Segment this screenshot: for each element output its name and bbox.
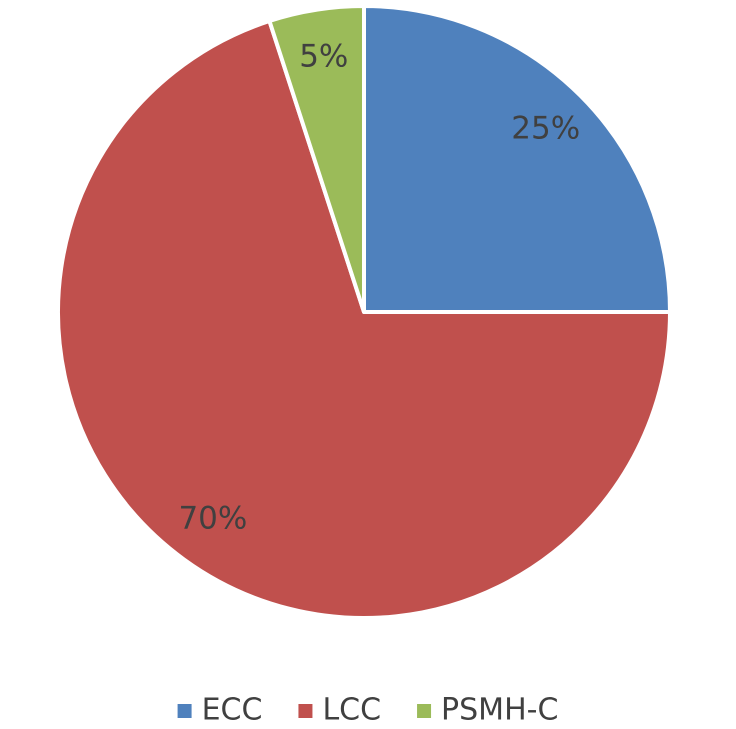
data-label: 25% bbox=[511, 111, 580, 147]
legend-label: LCC bbox=[322, 693, 381, 728]
legend-swatch bbox=[417, 704, 432, 718]
legend-swatch bbox=[177, 704, 192, 718]
legend-swatch bbox=[298, 704, 313, 718]
pie-slice bbox=[267, 4, 366, 314]
data-label: 5% bbox=[299, 39, 348, 75]
legend-label: ECC bbox=[202, 693, 263, 728]
legend: ECC LCC PSMH-C bbox=[177, 693, 558, 728]
data-label: 70% bbox=[178, 500, 247, 536]
pie-slice bbox=[362, 4, 672, 314]
legend-label: PSMH-C bbox=[441, 693, 558, 728]
pie-slice bbox=[56, 18, 672, 620]
